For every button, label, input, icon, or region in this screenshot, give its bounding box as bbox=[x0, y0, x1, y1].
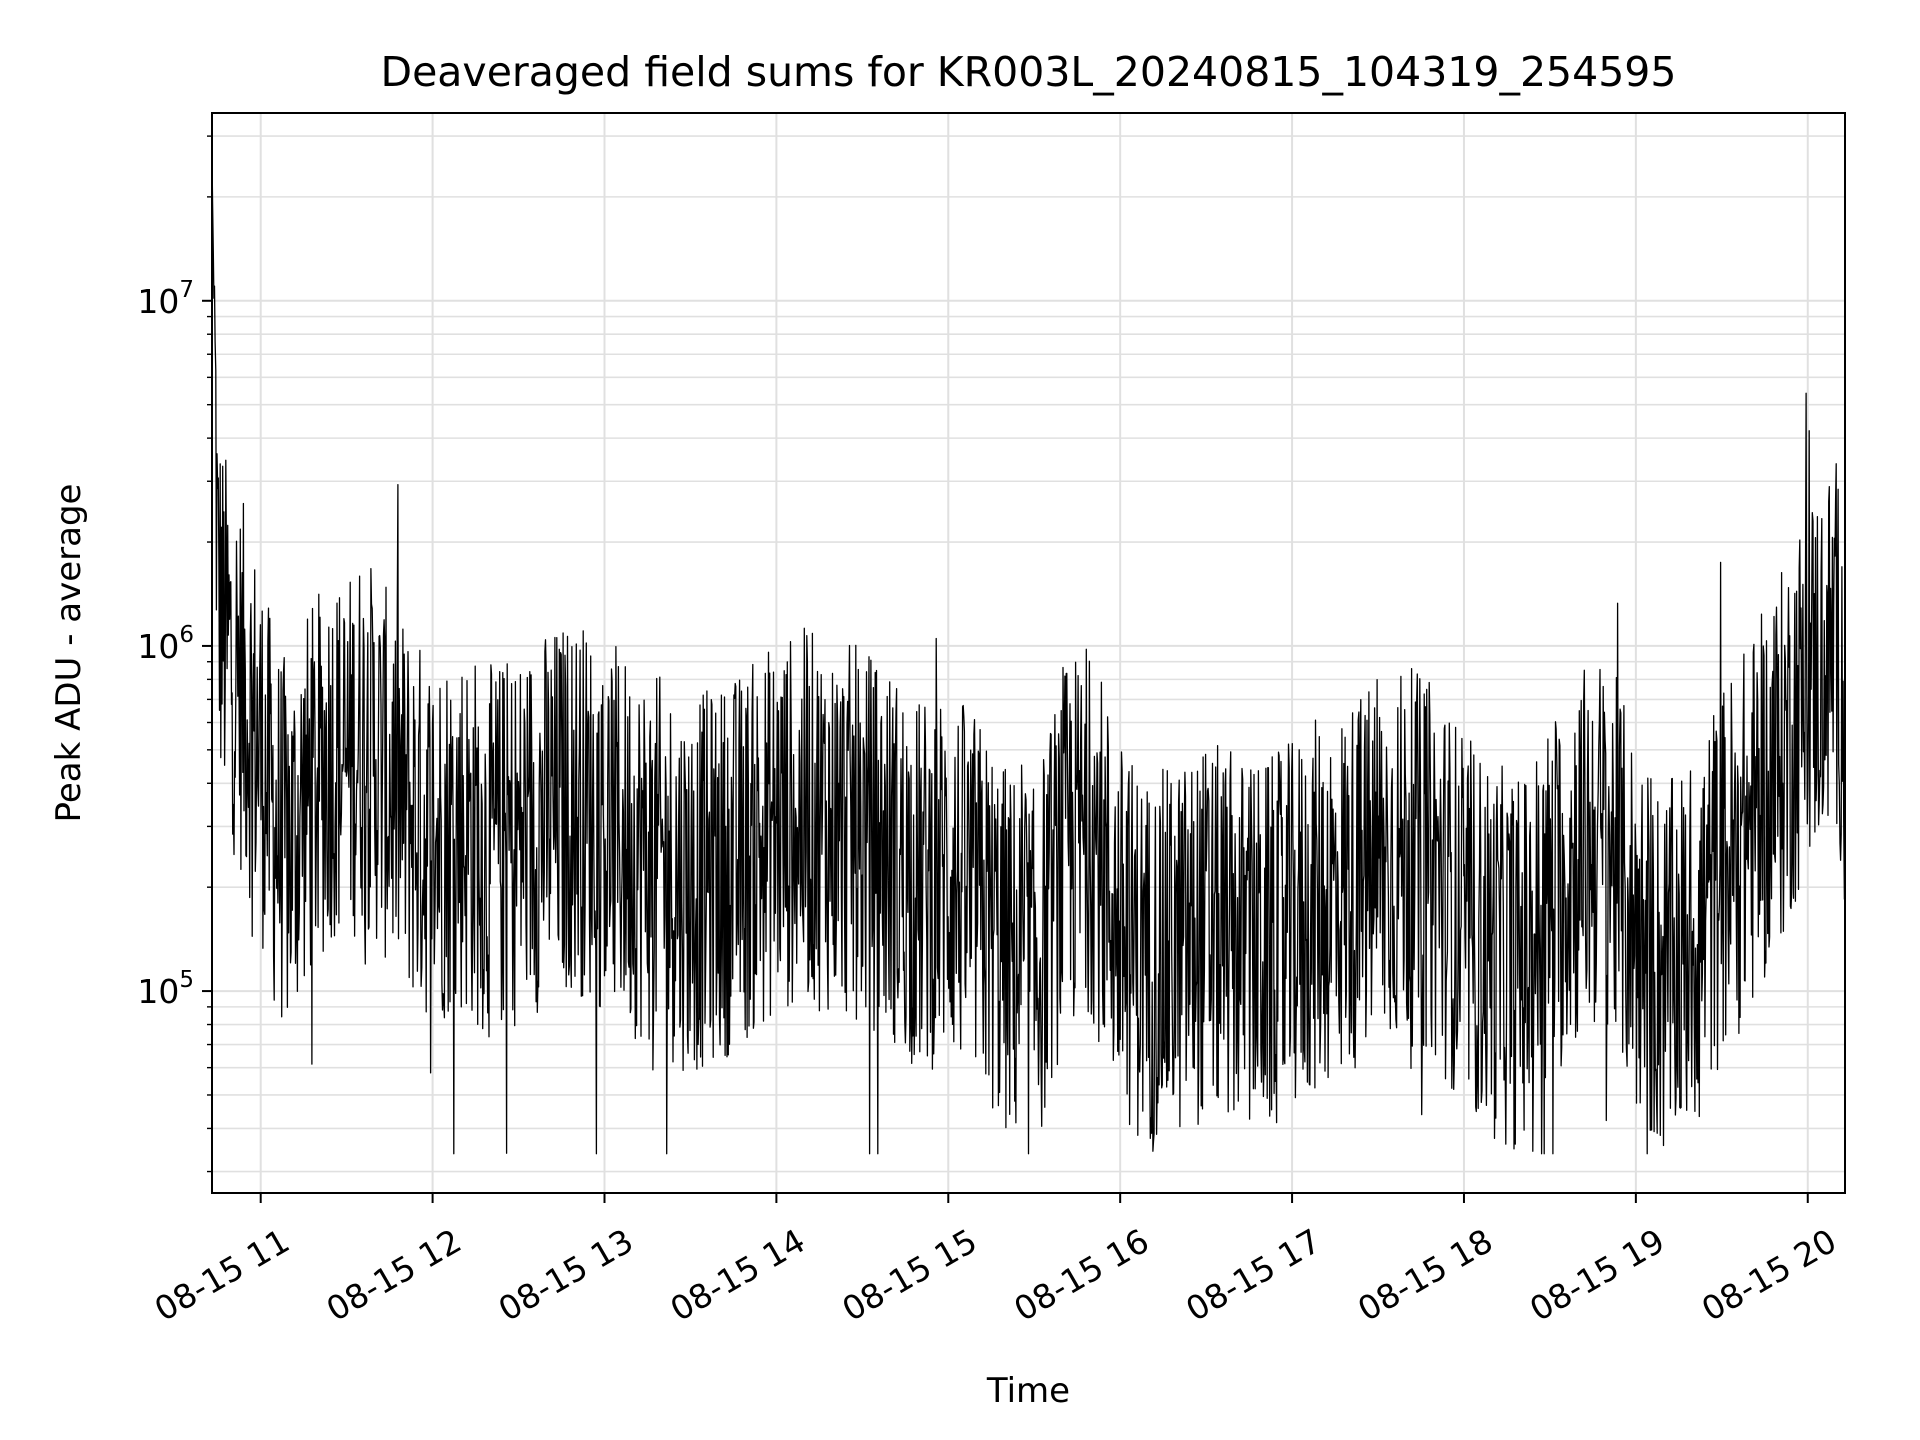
y-tick-exponent: 7 bbox=[179, 277, 194, 303]
y-axis-label: Peak ADU - average bbox=[49, 484, 89, 823]
axes-frame bbox=[211, 112, 1846, 1194]
data-line-group bbox=[211, 157, 1846, 1155]
y-tick-label: 106 bbox=[137, 622, 194, 666]
y-tick-base: 10 bbox=[137, 627, 179, 666]
y-tick-label: 105 bbox=[137, 967, 194, 1011]
x-axis-label: Time bbox=[986, 1371, 1070, 1411]
grid bbox=[212, 113, 1845, 1193]
chart-title: Deaveraged field sums for KR003L_2024081… bbox=[381, 48, 1677, 96]
y-tick-exponent: 6 bbox=[179, 622, 194, 648]
series-line bbox=[211, 157, 1846, 1155]
y-tick-base: 10 bbox=[137, 972, 179, 1011]
y-tick-base: 10 bbox=[137, 282, 179, 321]
y-tick-exponent: 5 bbox=[179, 967, 194, 993]
y-tick-label: 107 bbox=[137, 277, 194, 321]
